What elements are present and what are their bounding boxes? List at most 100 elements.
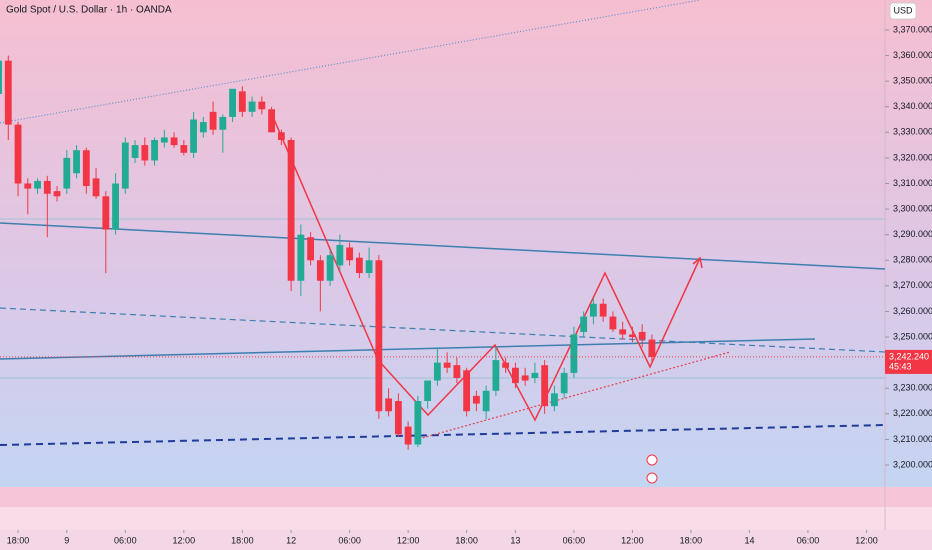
y-tick-label: 3,340.000 <box>893 101 932 111</box>
last-price-box <box>885 349 932 374</box>
y-tick-label: 3,300.000 <box>893 203 932 213</box>
countdown: 45:43 <box>889 361 912 371</box>
candle-body <box>4 60 12 125</box>
candle-body <box>365 260 373 274</box>
y-tick-label: 3,260.000 <box>893 306 932 316</box>
candle-body <box>63 157 71 189</box>
candle-body <box>404 426 412 445</box>
x-tick-label: 06:00 <box>563 535 586 545</box>
candle-body <box>277 132 285 140</box>
last-price-label: 3,242.240 <box>889 351 929 361</box>
y-tick-label: 3,310.000 <box>893 178 932 188</box>
arrow-head <box>692 256 703 269</box>
candle-body <box>73 150 80 174</box>
candle-body <box>531 372 539 378</box>
candle-body <box>287 139 295 281</box>
candle-body <box>102 196 110 230</box>
band <box>0 507 932 530</box>
y-tick-label: 3,370.000 <box>893 24 932 34</box>
trend-line <box>0 424 886 446</box>
event-icon[interactable] <box>646 472 658 484</box>
candle-body <box>346 247 354 261</box>
y-tick-label: 3,290.000 <box>893 229 932 239</box>
y-tick-label: 3,320.000 <box>893 152 932 162</box>
candle-body <box>199 122 207 133</box>
candle-body <box>560 372 568 394</box>
y-tick-label: 3,200.000 <box>893 459 932 469</box>
candle-body <box>394 401 402 435</box>
candle-body <box>619 329 627 335</box>
x-tick-label: 06:00 <box>797 535 820 545</box>
candle-body <box>258 101 266 110</box>
currency-box[interactable] <box>889 2 917 20</box>
y-tick-label: 3,280.000 <box>893 255 932 265</box>
candle-body <box>463 370 471 412</box>
candle-body <box>24 183 32 189</box>
currency: USD <box>893 5 913 15</box>
candle-body <box>511 367 519 384</box>
candle-body <box>326 255 334 281</box>
chart-title: Gold Spot / U.S. Dollar · 1h · OANDA <box>6 5 172 16</box>
candle-body <box>375 260 383 412</box>
candle-body <box>219 116 227 130</box>
trend-line <box>0 338 816 360</box>
candle-body <box>570 334 578 373</box>
y-tick-label: 3,270.000 <box>893 280 932 290</box>
x-tick-label: 12:00 <box>173 535 196 545</box>
y-tick-label: 3,220.000 <box>893 408 932 418</box>
candle-body <box>414 401 422 445</box>
candle-body <box>34 180 41 189</box>
candle-body <box>131 145 139 158</box>
y-tick-label: 3,210.000 <box>893 434 932 444</box>
candle-body <box>229 88 236 117</box>
candle-body <box>385 398 393 412</box>
x-tick-label: 12 <box>286 535 296 545</box>
candle-body <box>443 362 451 368</box>
candle-body <box>433 362 441 381</box>
x-tick-label: 18:00 <box>455 535 478 545</box>
x-tick-label: 9 <box>64 535 69 545</box>
candle-body <box>0 60 2 94</box>
candle-body <box>541 365 549 407</box>
candle-body <box>453 365 461 378</box>
candle-body <box>190 119 197 153</box>
candle-body <box>424 380 432 402</box>
candle-body <box>43 180 51 194</box>
candle-body <box>53 191 61 197</box>
x-tick-label: 12:00 <box>397 535 420 545</box>
candle-body <box>248 101 256 112</box>
candle-body <box>590 303 597 317</box>
y-tick-label: 3,350.000 <box>893 76 932 86</box>
y-tick-label: 3,250.000 <box>893 331 932 341</box>
trend-line <box>0 222 886 270</box>
candle-body <box>648 339 656 357</box>
candle-body <box>307 237 315 261</box>
candle-body <box>268 109 276 133</box>
candle-body <box>550 393 558 407</box>
candle-body <box>492 360 500 391</box>
x-tick-label: 06:00 <box>114 535 137 545</box>
event-icon[interactable] <box>646 454 658 466</box>
candle-body <box>580 316 588 332</box>
candle-body <box>355 257 363 274</box>
x-tick-label: 12:00 <box>621 535 644 545</box>
band <box>0 487 932 507</box>
x-tick-label: 13 <box>510 535 520 545</box>
candle-body <box>209 111 217 130</box>
candle-body <box>502 362 510 368</box>
candle-body <box>629 334 636 338</box>
candle-body <box>482 390 490 412</box>
x-tick-label: 14 <box>744 535 754 545</box>
time-axis <box>0 530 932 550</box>
candle-body <box>180 145 188 153</box>
x-tick-label: 06:00 <box>338 535 361 545</box>
candle-body <box>151 139 158 161</box>
candle-body <box>521 375 529 381</box>
y-tick-label: 3,330.000 <box>893 127 932 137</box>
candle-body <box>638 331 646 340</box>
candle-body <box>121 142 129 189</box>
candle-body <box>82 150 90 187</box>
candle-body <box>92 178 100 197</box>
